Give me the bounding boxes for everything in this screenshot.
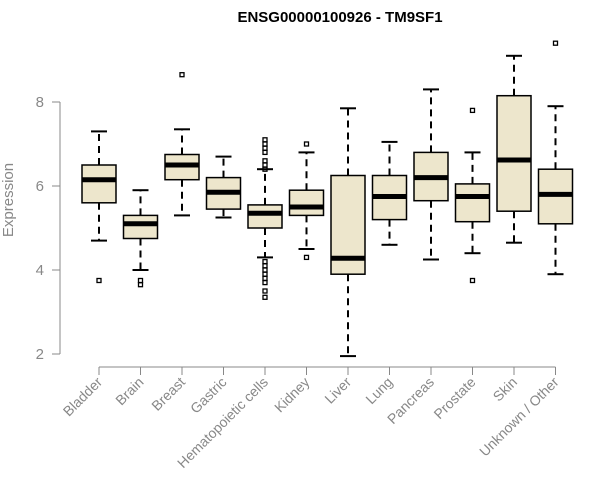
iqr-box [454,183,491,223]
outlier-point [262,166,268,172]
iqr-box [247,204,283,229]
x-tick-label: Lung [362,374,395,407]
outlier-point [552,40,559,46]
box-skin [496,54,532,244]
x-tick-label: Unknown / Other [476,374,562,460]
outlier-point [262,294,268,300]
chart-title: ENSG00000100926 - TM9SF1 [237,9,442,26]
iqr-box [288,189,325,217]
iqr-box [496,94,532,212]
box-breast [164,72,200,217]
outlier-point [469,277,476,284]
outlier-point [262,162,268,168]
outlier-point [137,282,144,288]
x-tick-label: Prostate [430,374,478,422]
outlier-point [262,267,268,273]
outlier-point [262,137,268,143]
x-tick-label: Breast [148,374,188,414]
iqr-box [81,164,117,204]
box-lung [371,140,408,246]
boxes-group [81,40,574,358]
outlier-point [262,258,268,265]
outlier-point [262,149,268,156]
x-tick-label: Liver [321,374,354,407]
x-tick-label: Kidney [271,374,313,416]
box-pancreas [413,88,449,261]
outlier-point [262,141,268,147]
x-tick-label: Skin [490,374,521,405]
y-tick-label: 6 [36,178,44,195]
y-tick-label: 2 [36,346,44,363]
y-axis: 2 4 6 8 [36,94,61,363]
outlier-point [262,275,268,282]
box-prostate [454,107,491,284]
outlier-point [262,263,268,269]
iqr-box [122,214,159,240]
box-hematopoietic-cells [247,137,283,300]
box-brain [122,189,159,288]
outlier-point [303,141,310,147]
y-tick-label: 8 [36,94,44,111]
outlier-point [262,279,268,286]
y-tick-label: 4 [36,262,44,279]
box-bladder [81,130,117,284]
outlier-point [303,254,310,261]
outlier-point [96,277,102,284]
outlier-point [469,107,476,114]
outlier-point [137,277,144,284]
box-kidney [288,141,325,261]
outlier-point [179,72,185,78]
x-tick-label: Bladder [60,374,106,420]
box-liver [330,107,366,358]
outlier-point [262,145,268,151]
outlier-point [262,271,268,277]
box-gastric [205,155,242,219]
outlier-point [262,288,268,294]
box-unknown-other [537,40,574,276]
x-tick-label: Brain [112,374,146,408]
y-axis-label: Expression [0,163,17,237]
outlier-point [262,158,268,164]
